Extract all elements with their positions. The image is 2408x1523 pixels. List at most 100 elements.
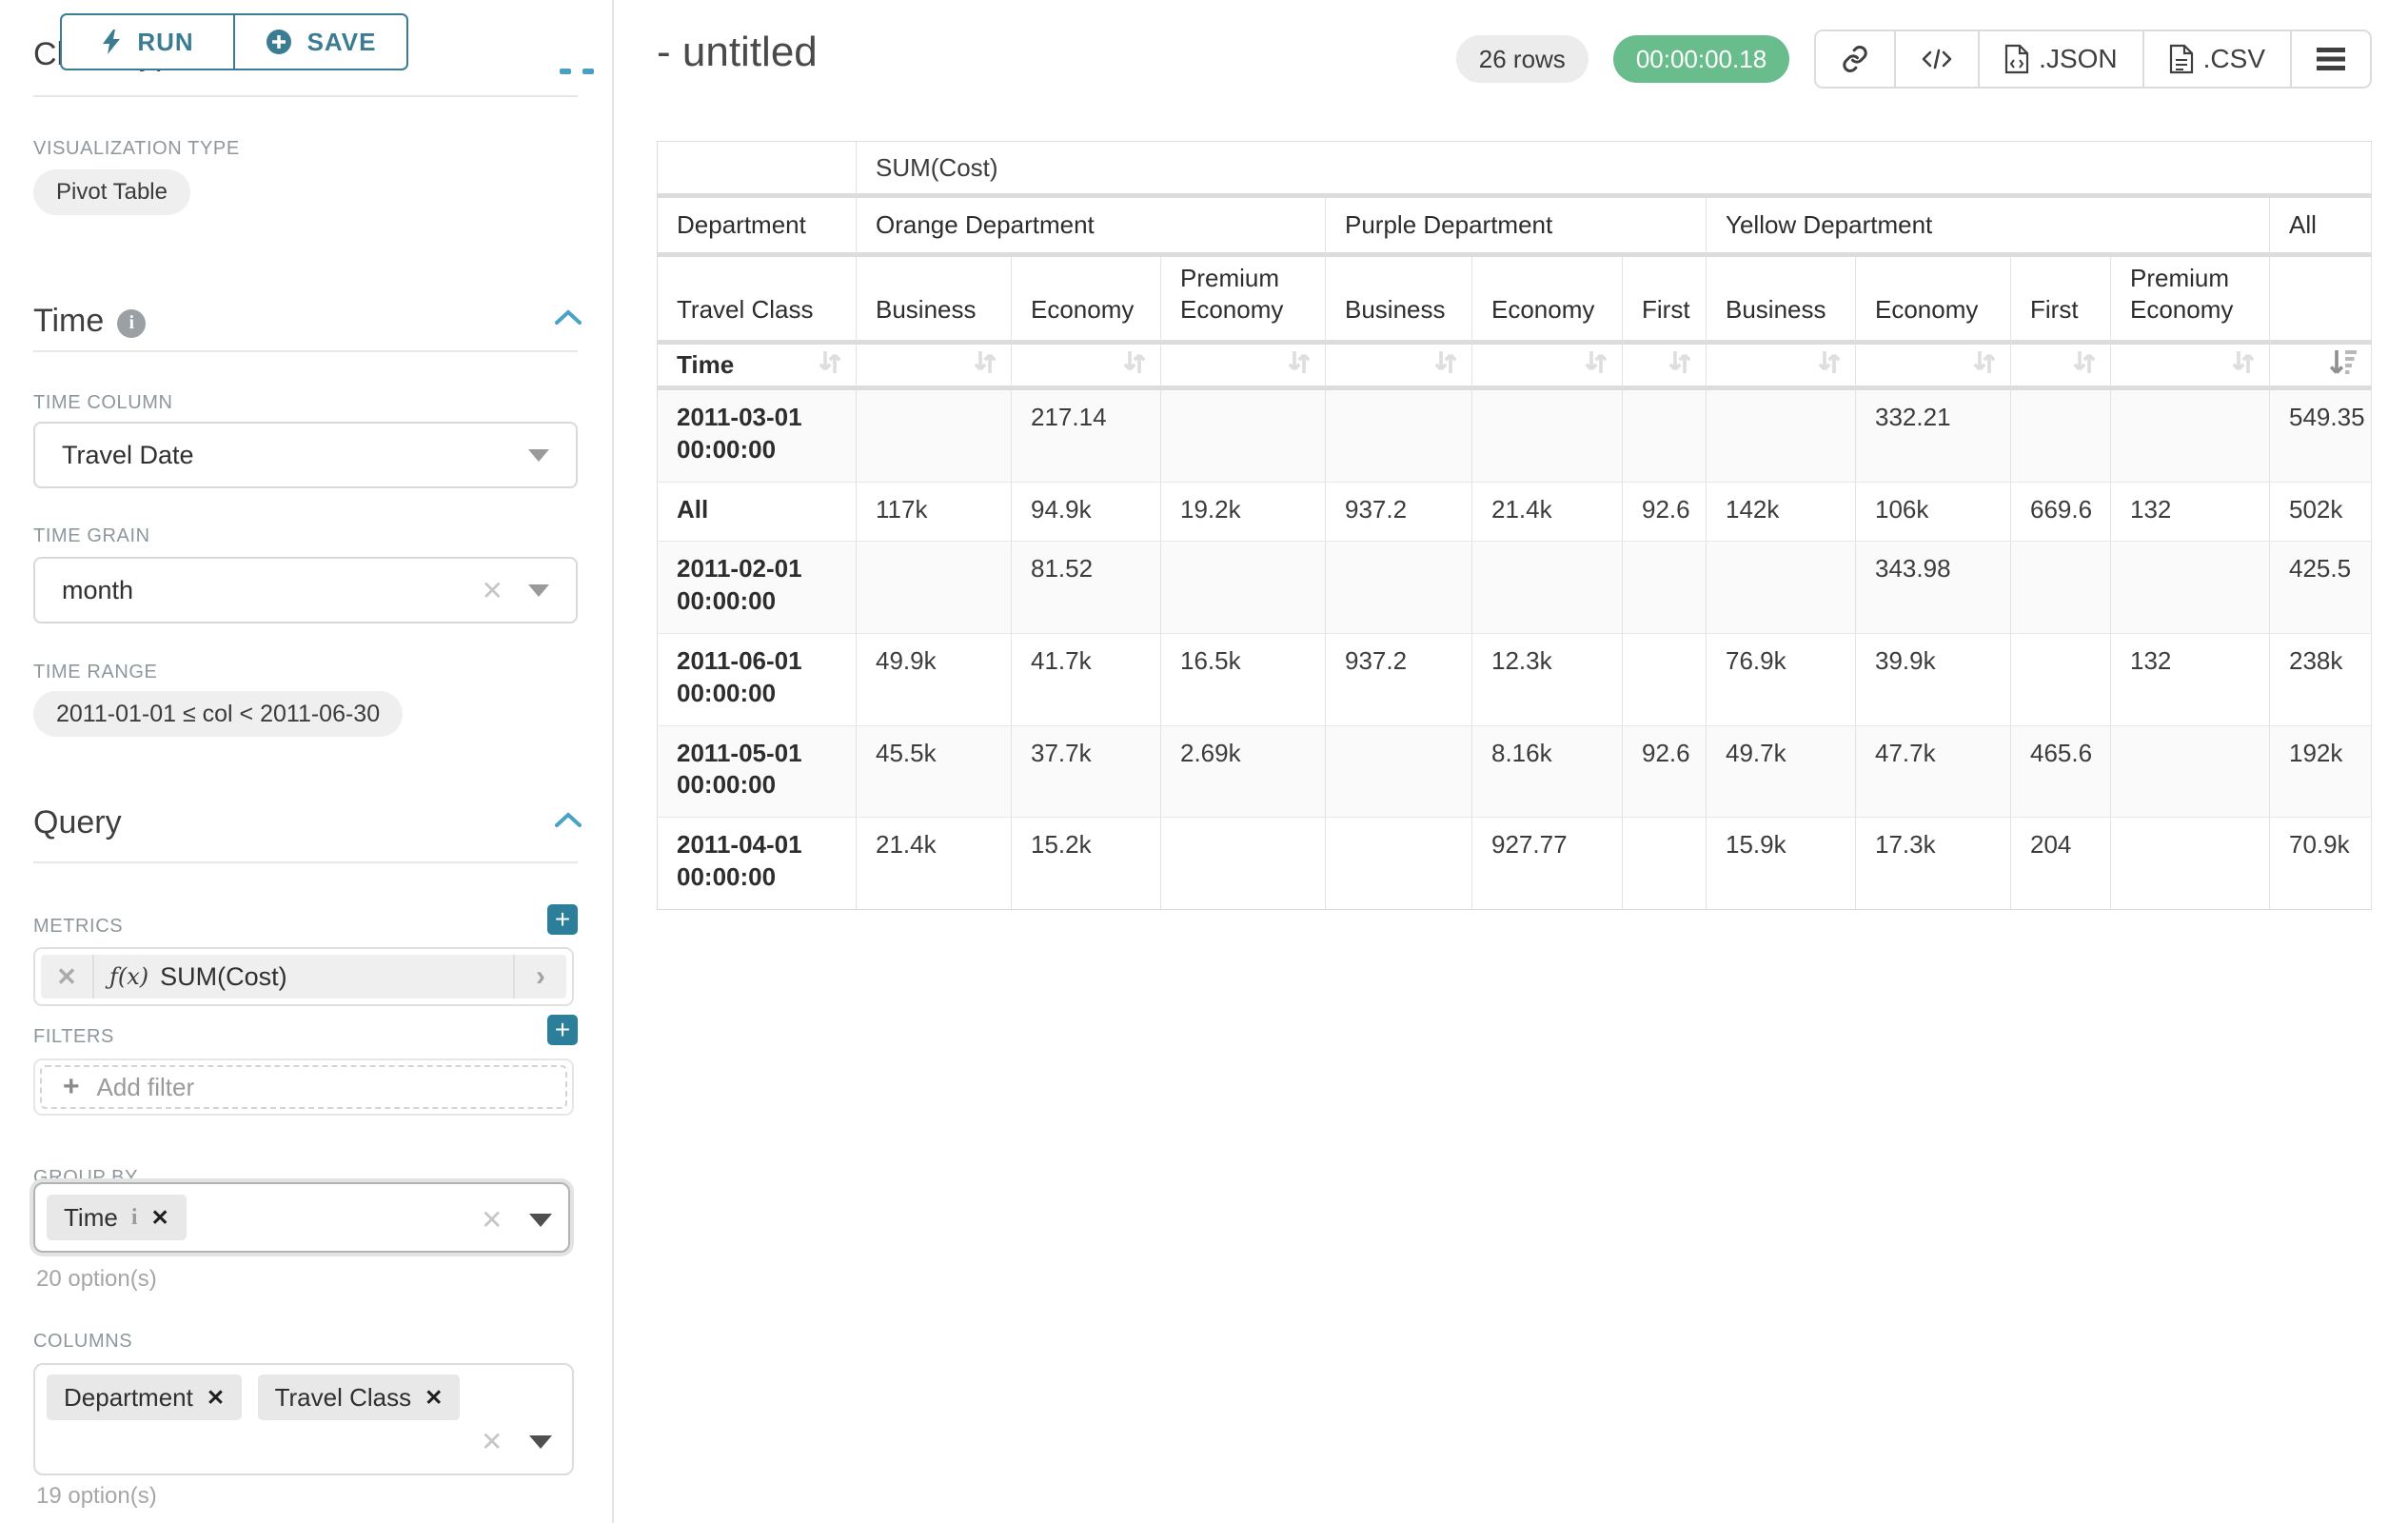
save-button[interactable]: SAVE <box>233 15 406 69</box>
export-json-button[interactable]: .JSON <box>1978 31 2142 87</box>
embed-code-button[interactable] <box>1894 31 1978 87</box>
cell-value <box>2011 390 2111 483</box>
clear-icon[interactable]: ✕ <box>481 1205 503 1235</box>
sort-header-active[interactable] <box>2270 345 2372 390</box>
department-header-row: Department Orange Department Purple Depa… <box>657 198 2372 257</box>
remove-tag-icon[interactable]: ✕ <box>424 1384 444 1410</box>
remove-metric-icon[interactable]: ✕ <box>41 955 94 999</box>
viz-type-pill[interactable]: Pivot Table <box>33 169 190 215</box>
clear-icon[interactable]: ✕ <box>481 575 503 605</box>
sort-header[interactable] <box>2111 345 2270 390</box>
collapse-chevron-icon[interactable] <box>555 308 582 326</box>
add-filter-label: Add filter <box>96 1072 195 1101</box>
caret-down-icon[interactable] <box>529 1213 553 1227</box>
sort-icon <box>2231 350 2256 382</box>
cell-value <box>2111 725 2270 819</box>
cell-value <box>857 542 1012 634</box>
cell-value <box>1326 818 1472 910</box>
fx-icon: ƒ(x) <box>109 963 149 990</box>
travel-class-header-row: Travel Class Business Economy Premium Ec… <box>657 257 2372 345</box>
cell-value <box>1623 818 1707 910</box>
cell-value: 465.6 <box>2011 725 2111 819</box>
clipped-icon <box>560 69 571 74</box>
export-csv-button[interactable]: .CSV <box>2142 31 2290 87</box>
divider <box>33 95 578 97</box>
add-filter-plus-button[interactable]: + <box>547 1015 578 1045</box>
cell-value: 12.3k <box>1472 633 1623 726</box>
cell-value: 21.4k <box>1472 482 1623 543</box>
cell-value: 17.3k <box>1856 818 2011 910</box>
remove-tag-icon[interactable]: ✕ <box>206 1384 226 1410</box>
cell-value: 192k <box>2270 725 2372 819</box>
cell-value: 217.14 <box>1012 390 1161 483</box>
pivot-table-body: 2011-03-01 00:00:00 217.14 332.21 549.35 All… <box>657 390 2372 910</box>
row-dim-travel-class: Travel Class <box>657 257 857 345</box>
cell-value: 39.9k <box>1856 633 2011 726</box>
cell-value <box>2011 542 2111 634</box>
cell-value: 81.52 <box>1012 542 1161 634</box>
json-button-label: .JSON <box>2039 44 2118 73</box>
sort-header[interactable] <box>2011 345 2111 390</box>
sort-header[interactable] <box>1707 345 1856 390</box>
columns-select-controls: ✕ <box>481 1426 553 1457</box>
share-link-button[interactable] <box>1816 31 1894 87</box>
time-range-label: TIME RANGE <box>33 662 158 682</box>
header-toolbar: 26 rows 00:00:00.18 .JSON .CSV <box>1455 30 2372 89</box>
sort-header[interactable] <box>1326 345 1472 390</box>
sort-header[interactable] <box>1161 345 1326 390</box>
csv-file-icon <box>2169 44 2193 74</box>
col-header: Business <box>857 257 1012 345</box>
col-group-header: Yellow Department <box>1707 198 2270 257</box>
run-button[interactable]: RUN <box>62 15 233 69</box>
cell-value <box>1707 390 1856 483</box>
row-dim-time: Time <box>677 350 735 379</box>
clear-icon[interactable]: ✕ <box>481 1427 503 1456</box>
columns-select[interactable]: Department ✕ Travel Class ✕ <box>33 1363 574 1475</box>
cell-value <box>1326 542 1472 634</box>
cell-value: 132 <box>2111 633 2270 726</box>
cell-value: 8.16k <box>1472 725 1623 819</box>
sort-header-time[interactable]: Time <box>657 345 857 390</box>
menu-button[interactable] <box>2290 31 2370 87</box>
info-icon: i <box>130 1204 138 1230</box>
cell-value <box>1472 542 1623 634</box>
row-header: 2011-02-01 00:00:00 <box>657 542 857 634</box>
csv-button-label: .CSV <box>2202 44 2265 73</box>
cell-value <box>2011 633 2111 726</box>
sort-icon <box>1433 350 1458 382</box>
sort-header[interactable] <box>1012 345 1161 390</box>
metric-pill[interactable]: ✕ ƒ(x) SUM(Cost) › <box>41 955 566 999</box>
row-header: 2011-06-01 00:00:00 <box>657 633 857 726</box>
time-range-pill[interactable]: 2011-01-01 ≤ col < 2011-06-30 <box>33 691 404 737</box>
sort-icon <box>973 350 997 382</box>
table-row: 2011-04-01 00:00:00 21.4k 15.2k 927.77 15.9k… <box>657 818 2372 910</box>
time-grain-select[interactable]: month ✕ <box>33 557 578 623</box>
cell-value <box>2111 542 2270 634</box>
query-timer-badge: 00:00:00.18 <box>1612 35 1790 83</box>
time-column-select[interactable]: Travel Date <box>33 422 578 488</box>
sort-header[interactable] <box>857 345 1012 390</box>
col-group-header: All <box>2270 198 2372 257</box>
add-filter-button[interactable]: + Add filter <box>40 1065 567 1109</box>
add-metric-button[interactable]: + <box>547 904 578 935</box>
col-header: Business <box>1707 257 1856 345</box>
cell-value: 927.77 <box>1472 818 1623 910</box>
sort-desc-icon <box>2329 349 2358 382</box>
collapse-chevron-icon[interactable] <box>555 811 582 828</box>
cell-value: 502k <box>2270 482 2372 543</box>
tag-label: Department <box>64 1382 193 1412</box>
sort-header[interactable] <box>1623 345 1707 390</box>
empty-corner-cell <box>657 141 857 198</box>
remove-tag-icon[interactable]: ✕ <box>150 1204 169 1230</box>
cell-value <box>1326 725 1472 819</box>
group-by-select[interactable]: Time i ✕ <box>33 1182 570 1253</box>
caret-down-icon[interactable] <box>529 1434 553 1449</box>
cell-value: 47.7k <box>1856 725 2011 819</box>
cell-value <box>2111 818 2270 910</box>
sort-header[interactable] <box>1472 345 1623 390</box>
pivot-table: SUM(Cost) Department Orange Department P… <box>657 141 2372 910</box>
expand-metric-icon[interactable]: › <box>513 955 566 999</box>
sort-header[interactable] <box>1856 345 2011 390</box>
plus-icon: + <box>63 1071 80 1102</box>
table-row: 2011-05-01 00:00:00 45.5k 37.7k 2.69k 8.16k 9… <box>657 725 2372 819</box>
